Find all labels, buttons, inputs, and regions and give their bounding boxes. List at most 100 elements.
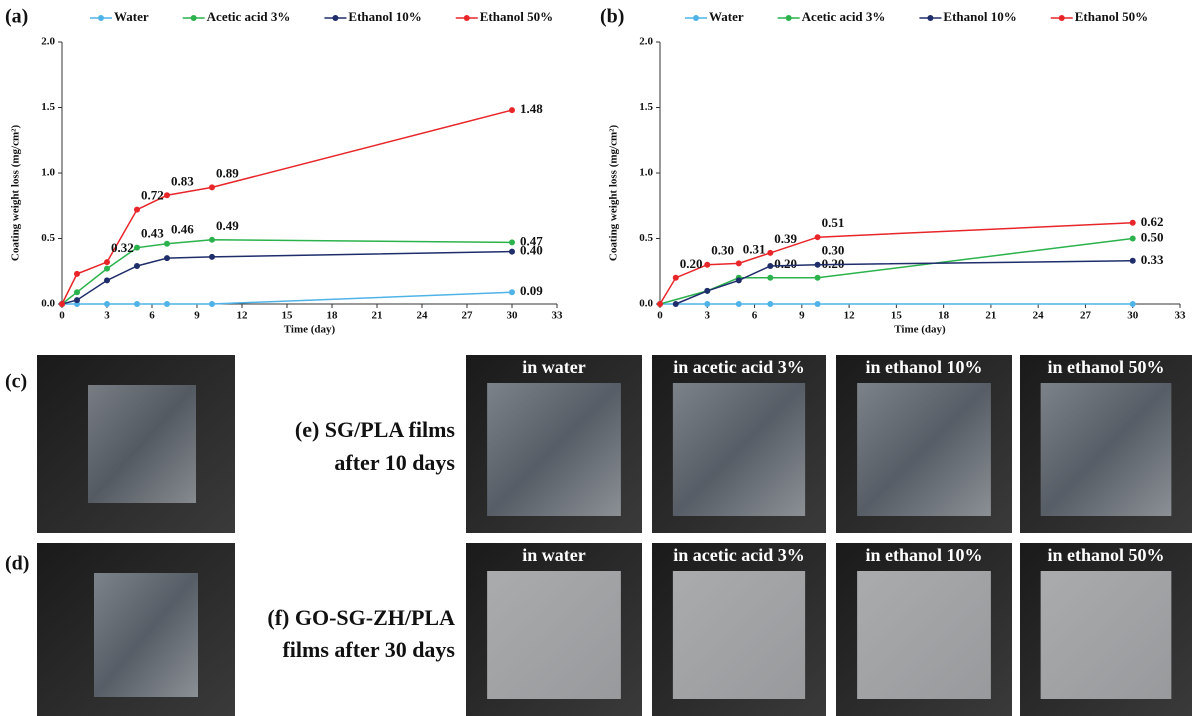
y-axis-label: Coating weight loss (mg/cm²) bbox=[10, 125, 22, 262]
x-tick-label: 27 bbox=[462, 310, 474, 322]
data-point bbox=[672, 274, 679, 281]
data-label: 0.31 bbox=[743, 241, 766, 256]
x-tick-label: 33 bbox=[552, 310, 564, 322]
x-tick-label: 6 bbox=[149, 310, 155, 322]
photo-label: in ethanol 50% bbox=[1047, 357, 1164, 377]
photo-label: in ethanol 10% bbox=[865, 357, 982, 377]
data-point bbox=[134, 206, 140, 213]
legend-label: Ethanol 50% bbox=[480, 9, 553, 24]
x-tick-label: 3 bbox=[104, 310, 110, 322]
film bbox=[857, 383, 991, 516]
data-point bbox=[509, 248, 515, 255]
data-point bbox=[209, 236, 215, 243]
legend-label: Water bbox=[114, 9, 149, 24]
data-point bbox=[704, 301, 711, 307]
legend-label: Ethanol 10% bbox=[348, 9, 421, 24]
data-point bbox=[735, 301, 742, 307]
photo-label: in ethanol 10% bbox=[865, 545, 982, 565]
photo-label: in acetic acid 3% bbox=[673, 357, 804, 377]
data-point bbox=[134, 263, 140, 270]
legend-label: Ethanol 10% bbox=[943, 9, 1016, 24]
data-point bbox=[74, 297, 80, 304]
data-point bbox=[1129, 257, 1136, 264]
data-point bbox=[657, 301, 663, 307]
series-line bbox=[659, 237, 1133, 305]
data-point bbox=[134, 244, 140, 251]
y-tick-label: 1.0 bbox=[639, 167, 653, 179]
x-tick-label: 30 bbox=[1127, 310, 1139, 322]
y-axis-label: Coating weight loss (mg/cm²) bbox=[608, 125, 620, 262]
data-point bbox=[1129, 301, 1136, 307]
data-label: 0.83 bbox=[171, 173, 194, 188]
legend-marker bbox=[98, 15, 104, 21]
data-point bbox=[509, 239, 515, 246]
data-point bbox=[164, 301, 170, 307]
legend-marker bbox=[463, 15, 470, 21]
film bbox=[857, 571, 991, 699]
legend-label: Acetic acid 3% bbox=[207, 9, 291, 24]
legend-label: Acetic acid 3% bbox=[802, 9, 886, 24]
data-point bbox=[704, 261, 711, 268]
x-tick-label: 15 bbox=[891, 310, 903, 322]
x-tick-label: 6 bbox=[752, 310, 758, 322]
data-label: 0.39 bbox=[774, 231, 797, 246]
data-point bbox=[814, 261, 821, 268]
legend-marker bbox=[1058, 15, 1065, 21]
x-tick-label: 24 bbox=[417, 310, 429, 322]
y-tick-label: 1.5 bbox=[639, 101, 653, 113]
data-label: 0.72 bbox=[141, 188, 164, 203]
data-point bbox=[814, 234, 821, 241]
data-point bbox=[814, 274, 821, 281]
data-point bbox=[672, 301, 679, 307]
x-axis-label: Time (day) bbox=[284, 324, 336, 336]
film bbox=[487, 383, 621, 516]
y-tick-label: 0.5 bbox=[41, 232, 55, 244]
y-tick-label: 0.0 bbox=[41, 298, 55, 310]
data-label: 0.43 bbox=[141, 226, 164, 241]
legend-label: Water bbox=[709, 9, 744, 24]
data-point bbox=[134, 301, 140, 307]
data-label: 0.46 bbox=[171, 222, 194, 237]
data-label: 0.50 bbox=[1141, 229, 1164, 244]
data-label: 0.20 bbox=[774, 256, 797, 271]
x-tick-label: 24 bbox=[1033, 310, 1045, 322]
photo-label: in ethanol 50% bbox=[1047, 545, 1164, 565]
y-tick-label: 1.5 bbox=[41, 101, 55, 113]
x-tick-label: 18 bbox=[327, 310, 339, 322]
panel-label: (b) bbox=[600, 6, 624, 28]
x-tick-label: 12 bbox=[237, 310, 249, 322]
legend-marker bbox=[693, 15, 699, 21]
photo-grid: in water in acetic acid 3% in ethanol 10% i… bbox=[466, 355, 1192, 716]
y-tick-label: 0.0 bbox=[639, 298, 653, 310]
x-tick-label: 9 bbox=[194, 310, 200, 322]
data-point bbox=[735, 260, 742, 267]
caption: after 10 days bbox=[334, 450, 455, 475]
data-point bbox=[1129, 219, 1136, 226]
film bbox=[672, 383, 806, 516]
x-tick-label: 21 bbox=[985, 310, 996, 322]
data-label: 0.40 bbox=[520, 243, 543, 258]
y-tick-label: 2.0 bbox=[41, 36, 55, 48]
data-label: 0.32 bbox=[111, 240, 134, 255]
legend-marker bbox=[927, 15, 934, 21]
data-point bbox=[767, 301, 774, 307]
x-axis-label: Time (day) bbox=[894, 324, 946, 336]
x-tick-label: 9 bbox=[799, 310, 805, 322]
data-point bbox=[59, 301, 65, 307]
data-point bbox=[164, 240, 170, 247]
data-point bbox=[767, 274, 774, 281]
y-tick-label: 0.5 bbox=[639, 232, 653, 244]
x-tick-label: 0 bbox=[657, 310, 663, 322]
data-label: 1.48 bbox=[520, 101, 543, 116]
data-point bbox=[104, 277, 110, 284]
photo-label: in water bbox=[522, 357, 585, 377]
data-point bbox=[735, 277, 742, 284]
x-tick-label: 21 bbox=[372, 310, 383, 322]
data-point bbox=[1129, 235, 1136, 242]
x-tick-label: 30 bbox=[507, 310, 519, 322]
data-point bbox=[164, 255, 170, 262]
legend-marker bbox=[190, 15, 197, 21]
data-label: 0.33 bbox=[1141, 252, 1164, 267]
legend-marker bbox=[332, 15, 339, 21]
